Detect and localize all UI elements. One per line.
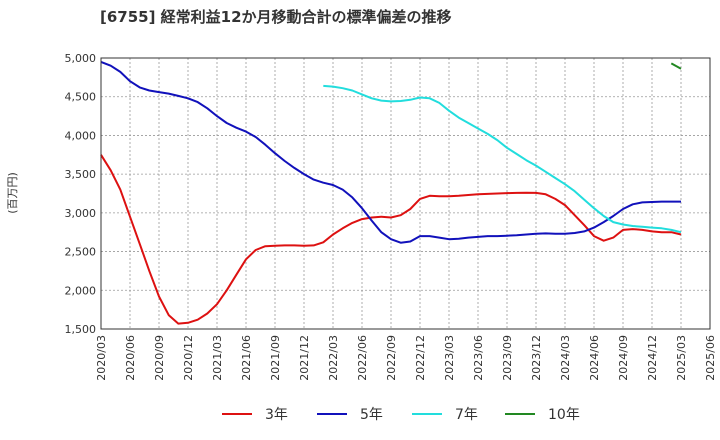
x-tick-label: 2024/06 [588, 335, 601, 381]
series-line-10年 [670, 62, 682, 70]
series-group [100, 60, 682, 325]
x-tick-label: 2023/12 [530, 335, 543, 381]
x-tick-label: 2025/03 [675, 335, 688, 381]
x-tick-label: 2020/03 [95, 335, 108, 381]
y-tick-label: 3,500 [65, 168, 97, 181]
legend: 3年 5年 7年 10年 [222, 407, 580, 423]
x-tick-label: 2021/09 [269, 335, 282, 381]
grid [100, 57, 711, 330]
x-tick-label: 2020/12 [182, 335, 195, 381]
series-line-3年 [100, 154, 682, 325]
legend-label: 10年 [548, 407, 580, 423]
series-line-7年 [323, 84, 682, 234]
x-tick-label: 2023/03 [443, 335, 456, 381]
y-tick-label: 1,500 [65, 323, 97, 336]
y-tick-label: 2,500 [65, 246, 97, 259]
legend-label: 5年 [360, 407, 383, 423]
legend-label: 7年 [455, 407, 478, 423]
x-tick-label: 2022/12 [414, 335, 427, 381]
x-tick-label: 2024/09 [617, 335, 630, 381]
y-axis-label: (百万円) [6, 172, 19, 214]
x-axis: 2020/03 2020/06 2020/09 2020/12 2021/03 2021/… [95, 335, 717, 381]
x-tick-label: 2025/06 [704, 335, 717, 381]
x-tick-label: 2020/06 [124, 335, 137, 381]
x-tick-label: 2020/09 [153, 335, 166, 381]
x-tick-label: 2024/12 [646, 335, 659, 381]
y-axis: 1,500 2,000 2,500 3,000 3,500 4,000 4,500 5,000 [65, 52, 97, 336]
y-tick-label: 4,000 [65, 129, 97, 142]
series-line-5年 [100, 60, 681, 244]
chart-title: [6755] 経常利益12か月移動合計の標準偏差の推移 [100, 8, 452, 26]
plot-frame [100, 57, 711, 330]
x-tick-label: 2021/12 [298, 335, 311, 381]
y-tick-label: 4,500 [65, 91, 97, 104]
x-tick-label: 2023/09 [501, 335, 514, 381]
x-tick-label: 2024/03 [559, 335, 572, 381]
y-tick-label: 3,000 [65, 207, 97, 220]
y-tick-label: 5,000 [65, 52, 97, 65]
y-tick-label: 2,000 [65, 284, 97, 297]
x-tick-label: 2021/03 [211, 335, 224, 381]
x-tick-label: 2022/06 [356, 335, 369, 381]
x-tick-label: 2022/03 [327, 335, 340, 381]
x-tick-label: 2021/06 [240, 335, 253, 381]
legend-label: 3年 [265, 407, 288, 423]
x-tick-label: 2023/06 [472, 335, 485, 381]
x-tick-label: 2022/09 [385, 335, 398, 381]
